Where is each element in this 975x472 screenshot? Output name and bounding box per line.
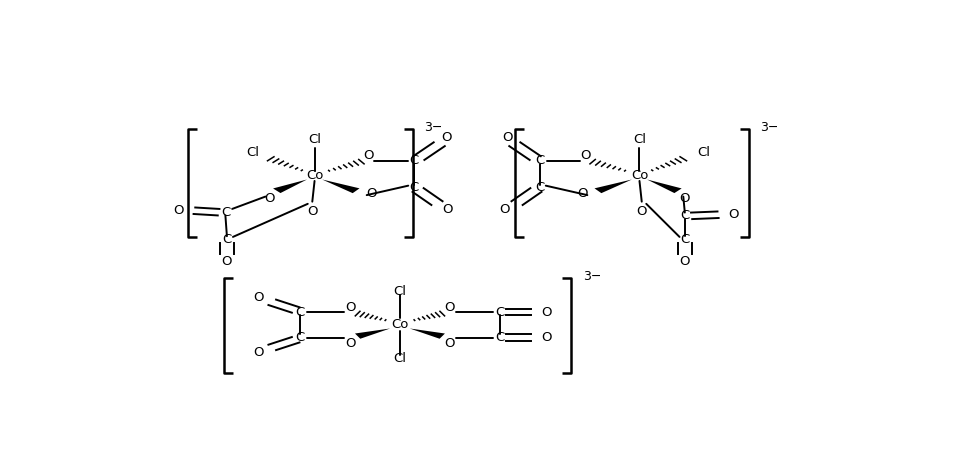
Text: O: O <box>637 204 647 218</box>
Text: Cl: Cl <box>308 133 321 146</box>
Text: O: O <box>580 149 591 162</box>
Polygon shape <box>410 329 445 339</box>
Polygon shape <box>322 179 360 193</box>
Text: O: O <box>680 255 690 268</box>
Polygon shape <box>273 179 307 193</box>
Text: O: O <box>541 306 552 319</box>
Polygon shape <box>595 179 632 193</box>
Text: C: C <box>295 306 305 319</box>
Text: Co: Co <box>306 169 324 182</box>
Text: O: O <box>443 203 452 216</box>
Text: 3−: 3− <box>583 270 602 283</box>
Text: O: O <box>265 192 275 205</box>
Text: O: O <box>254 291 264 304</box>
Text: 3−: 3− <box>760 121 779 134</box>
Text: C: C <box>495 331 504 344</box>
Text: O: O <box>363 149 373 162</box>
Text: O: O <box>728 208 739 221</box>
Text: O: O <box>307 204 318 218</box>
Polygon shape <box>647 179 682 193</box>
Text: Cl: Cl <box>394 352 407 365</box>
Text: C: C <box>681 209 689 222</box>
Text: Cl: Cl <box>633 133 646 146</box>
Text: Cl: Cl <box>394 285 407 297</box>
Text: O: O <box>500 203 510 216</box>
Text: O: O <box>502 131 513 144</box>
Text: O: O <box>445 337 455 350</box>
Text: Cl: Cl <box>246 146 259 160</box>
Text: C: C <box>495 306 504 319</box>
Text: C: C <box>535 154 544 167</box>
Text: C: C <box>535 181 544 194</box>
Text: Cl: Cl <box>697 146 710 160</box>
Polygon shape <box>355 329 390 339</box>
Text: O: O <box>680 192 690 205</box>
Text: 3−: 3− <box>424 121 443 134</box>
Text: O: O <box>254 346 264 359</box>
Text: O: O <box>445 301 455 313</box>
Text: Co: Co <box>391 318 409 331</box>
Text: C: C <box>681 233 689 246</box>
Text: O: O <box>541 331 552 344</box>
Text: C: C <box>220 206 230 219</box>
Text: O: O <box>221 255 232 268</box>
Text: C: C <box>410 154 419 167</box>
Text: O: O <box>345 337 355 350</box>
Text: Co: Co <box>631 169 648 182</box>
Text: O: O <box>577 187 587 200</box>
Text: O: O <box>441 131 451 144</box>
Text: C: C <box>295 331 305 344</box>
Text: C: C <box>410 181 419 194</box>
Text: O: O <box>345 301 355 313</box>
Text: O: O <box>367 187 377 200</box>
Text: C: C <box>222 233 231 246</box>
Text: O: O <box>174 204 184 217</box>
